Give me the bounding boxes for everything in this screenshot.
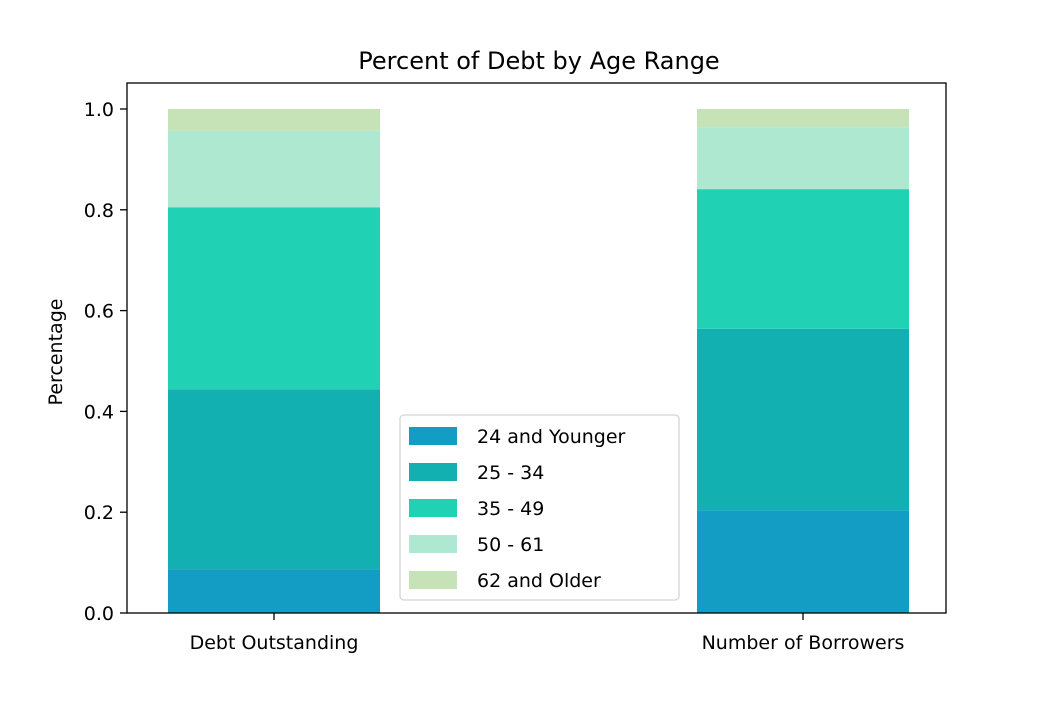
plot-frame	[126, 82, 947, 614]
bars-group	[168, 109, 909, 613]
legend-label: 25 - 34	[477, 462, 544, 484]
bar-debt-outstanding-25-34	[168, 389, 380, 570]
bar-number-of-borrowers-25-34	[697, 328, 909, 511]
chart-title: Percent of Debt by Age Range	[358, 47, 719, 75]
bar-debt-outstanding-50-61	[168, 130, 380, 208]
bar-debt-outstanding-62-and-older	[168, 109, 380, 131]
legend-swatch	[409, 427, 457, 445]
bar-number-of-borrowers-24-and-younger	[697, 510, 909, 613]
bar-number-of-borrowers-62-and-older	[697, 109, 909, 128]
y-axis: 0.0 0.2 0.4 0.6 0.8 1.0	[84, 99, 127, 625]
legend: 24 and Younger 25 - 34 35 - 49 50 - 61 62 an…	[399, 414, 680, 601]
x-axis: Debt Outstanding Number of Borrowers	[190, 613, 905, 654]
legend-frame	[399, 414, 680, 601]
y-tick-label: 0.6	[84, 301, 114, 323]
legend-label: 24 and Younger	[477, 426, 626, 448]
legend-swatch	[409, 463, 457, 481]
legend-label: 35 - 49	[477, 498, 544, 520]
bar-number-of-borrowers-50-61	[697, 127, 909, 190]
y-tick-label: 1.0	[84, 99, 114, 121]
y-tick-label: 0.0	[84, 603, 114, 625]
legend-swatch	[409, 535, 457, 553]
legend-swatch	[409, 499, 457, 517]
x-tick-label: Number of Borrowers	[702, 632, 905, 654]
y-axis-label: Percentage	[45, 299, 67, 406]
legend-label: 50 - 61	[477, 534, 544, 556]
bar-debt-outstanding-24-and-younger	[168, 569, 380, 613]
y-tick-label: 0.2	[84, 502, 114, 524]
bar-number-of-borrowers-35-49	[697, 189, 909, 329]
x-tick-label: Debt Outstanding	[190, 632, 359, 654]
legend-label: 62 and Older	[477, 570, 601, 592]
y-tick-label: 0.8	[84, 200, 114, 222]
bar-debt-outstanding-35-49	[168, 207, 380, 390]
legend-swatch	[409, 571, 457, 589]
y-tick-label: 0.4	[84, 401, 114, 423]
